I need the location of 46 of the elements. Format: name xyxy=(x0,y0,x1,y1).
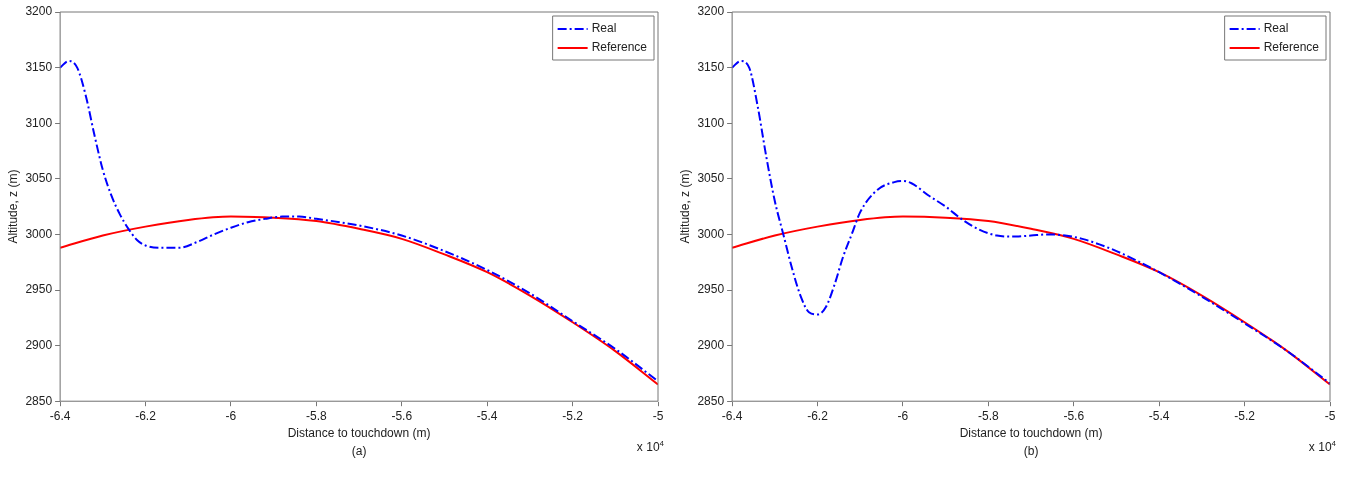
y-tick-label: 3150 xyxy=(697,59,725,74)
y-tick-label: 3200 xyxy=(25,4,53,19)
y-tick-label: 3150 xyxy=(25,59,53,74)
y-tick-label: 3000 xyxy=(697,226,725,241)
x-tick-label: -6.4 xyxy=(49,408,71,423)
x-tick-label: -5 xyxy=(1324,408,1336,423)
x-axis-title: Distance to touchdown (m) xyxy=(287,426,431,441)
x-tick-label: -5.4 xyxy=(476,408,498,423)
x-tick-label: -6 xyxy=(897,408,909,423)
x-tick-label: -5 xyxy=(652,408,664,423)
y-tick-label: 3100 xyxy=(697,115,725,130)
x-tick-label: -5.8 xyxy=(978,408,999,423)
line-series xyxy=(732,215,1330,386)
x-tick-label: -5.6 xyxy=(391,408,413,423)
legend-label: Reference xyxy=(591,40,648,55)
x-tick-label: -6.2 xyxy=(135,408,157,423)
x-axis-title: Distance to touchdown (m) xyxy=(959,426,1103,441)
y-tick-label: 2950 xyxy=(25,282,53,297)
y-tick-label: 3000 xyxy=(25,226,53,241)
line-series xyxy=(732,59,1330,385)
x-tick-label: -5.4 xyxy=(1148,408,1170,423)
x-tick-label: -5.6 xyxy=(1063,408,1085,423)
y-tick-label: 2900 xyxy=(697,337,725,352)
text: (b) xyxy=(1023,444,1039,459)
x-tick-label: -5.2 xyxy=(1234,408,1256,423)
line-series xyxy=(60,59,658,383)
x-tick-label: -6 xyxy=(225,408,237,423)
y-tick-label: 3050 xyxy=(25,171,53,186)
legend-label: Real xyxy=(1263,21,1289,36)
x-tick-label: -5.2 xyxy=(562,408,584,423)
x-tick-label: -5.8 xyxy=(306,408,327,423)
x-tick-label: -6.4 xyxy=(721,408,743,423)
y-tick-label: 2850 xyxy=(25,393,53,408)
y-axis-title: Altitude, z (m) xyxy=(677,169,692,244)
y-tick-label: 3200 xyxy=(697,4,725,19)
y-tick-label: 3050 xyxy=(697,171,725,186)
y-tick-label: 2950 xyxy=(697,282,725,297)
legend-label: Reference xyxy=(1263,40,1320,55)
y-tick-label: 3100 xyxy=(25,115,53,130)
y-axis-title: Altitude, z (m) xyxy=(5,169,20,244)
x-tick-label: -6.2 xyxy=(807,408,829,423)
y-tick-label: 2850 xyxy=(697,393,725,408)
y-tick-label: 2900 xyxy=(25,337,53,352)
line-series xyxy=(60,215,658,386)
text: (a) xyxy=(351,444,367,459)
legend-label: Real xyxy=(591,21,617,36)
